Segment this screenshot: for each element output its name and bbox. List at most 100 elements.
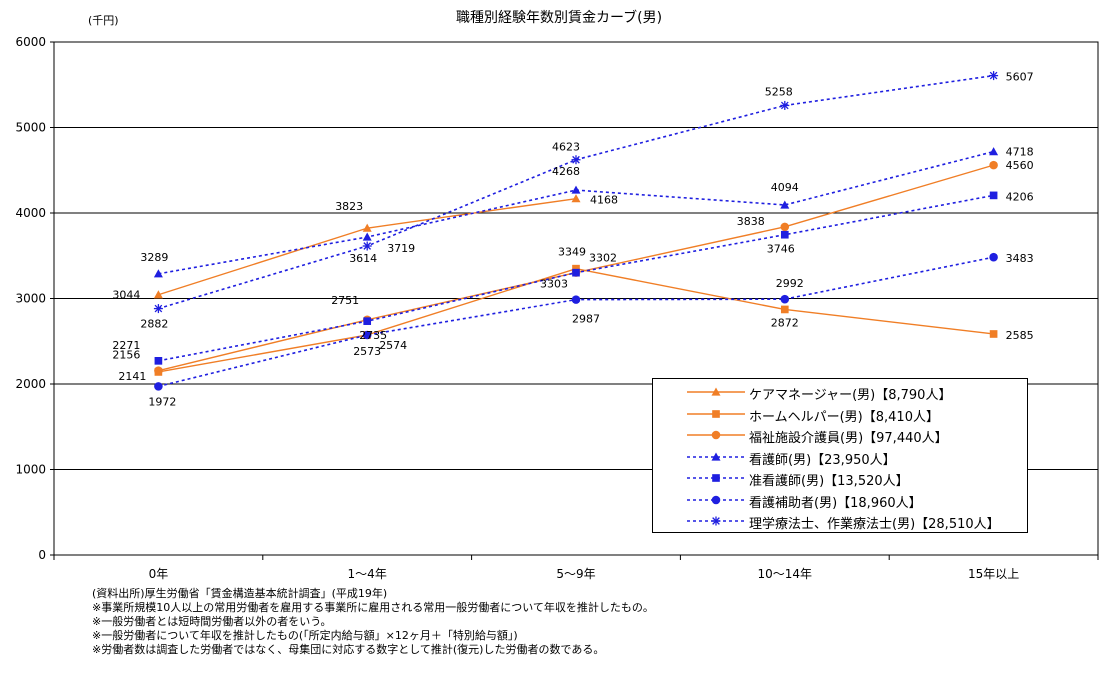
data-point (780, 200, 790, 209)
legend-swatch (687, 495, 745, 504)
footnote-4: ※労働者数は調査した労働者ではなく、母集団に対応する数字として推計(復元)した労… (92, 643, 605, 656)
series-1 (153, 194, 581, 299)
data-label: 3719 (387, 242, 415, 255)
data-label: 4094 (771, 181, 799, 194)
legend-marker (711, 495, 721, 504)
legend-item: ケアマネージャー(男)【8,790人】 (653, 382, 1029, 403)
data-label: 2271 (112, 339, 140, 352)
y-tick-label: 3000 (15, 292, 46, 306)
data-label: 2141 (118, 370, 146, 383)
data-point (780, 222, 790, 232)
data-label: 4268 (552, 165, 580, 178)
legend-label: ホームヘルパー(男)【8,410人】 (749, 409, 939, 425)
data-label: 3483 (1006, 252, 1034, 265)
data-point (362, 241, 372, 251)
data-label: 2872 (771, 316, 799, 329)
data-point (571, 155, 581, 165)
series-7 (153, 71, 999, 314)
data-point (362, 330, 372, 340)
data-label: 5607 (1006, 71, 1034, 84)
legend-marker (711, 516, 721, 526)
legend-item: 看護師(男)【23,950人】 (653, 447, 1029, 468)
legend-marker (711, 387, 721, 396)
data-point (780, 294, 790, 304)
legend-swatch (687, 387, 745, 396)
legend-item: 福祉施設介護員(男)【97,440人】 (653, 425, 1029, 446)
data-label: 3746 (767, 243, 795, 256)
data-label: 2751 (331, 294, 359, 307)
legend-item: ホームヘルパー(男)【8,410人】 (653, 404, 1029, 425)
legend-item: 理学療法士、作業療法士(男)【28,510人】 (653, 511, 1029, 532)
data-label: 2987 (572, 313, 600, 326)
data-point (780, 230, 789, 239)
legend-swatch (687, 452, 745, 461)
data-label: 3838 (737, 215, 765, 228)
data-label: 2156 (112, 349, 140, 362)
legend-label: ケアマネージャー(男)【8,790人】 (749, 388, 952, 403)
series-line (158, 74, 994, 310)
legend-marker (711, 452, 721, 461)
data-point (989, 252, 998, 262)
x-tick-label: 1～4年 (348, 567, 387, 581)
footnote-2: ※一般労働者とは短時間労働者以外の者をいう。 (92, 615, 332, 628)
data-label: 2882 (140, 318, 168, 331)
series-5 (154, 191, 998, 365)
data-label: 3614 (349, 252, 377, 265)
data-label: 4623 (552, 141, 580, 154)
legend-label: 福祉施設介護員(男)【97,440人】 (749, 431, 948, 446)
data-label: 2735 (359, 329, 387, 342)
legend-item: 准看護師(男)【13,520人】 (653, 468, 1029, 489)
data-point (571, 185, 581, 194)
y-tick-label: 6000 (15, 35, 46, 49)
legend-label: 看護補助者(男)【18,960人】 (749, 495, 922, 511)
legend-item: 看護補助者(男)【18,960人】 (653, 490, 1029, 511)
data-label: 4560 (1006, 159, 1034, 172)
data-point (989, 147, 999, 156)
series-line (158, 194, 994, 362)
series-6 (154, 252, 998, 391)
x-tick-label: 5～9年 (556, 567, 595, 581)
legend-marker (711, 430, 721, 440)
legend-label: 看護師(男)【23,950人】 (749, 452, 896, 468)
y-tick-label: 5000 (15, 121, 46, 135)
data-label: 2992 (776, 277, 804, 290)
data-point (153, 269, 163, 278)
data-label: 4206 (1006, 190, 1034, 203)
y-tick-label: 2000 (15, 377, 46, 391)
chart-title: 職種別経験年数別賃金カーブ(男) (455, 10, 663, 26)
data-point (362, 232, 372, 241)
legend-swatch (687, 430, 745, 440)
y-tick-label: 0 (38, 548, 46, 562)
data-label: 5258 (765, 85, 793, 98)
data-point (363, 317, 372, 325)
data-label: 3349 (558, 246, 586, 259)
data-label: 3302 (589, 252, 617, 265)
y-tick-label: 1000 (15, 463, 46, 477)
x-tick-label: 10～14年 (758, 567, 813, 581)
data-point (989, 191, 998, 200)
source-note: (資料出所)厚生労働省「賃金構造基本統計調査」(平成19年) (92, 587, 388, 600)
data-point (153, 290, 163, 299)
data-point (989, 160, 998, 170)
data-label: 2573 (353, 345, 381, 358)
x-tick-label: 0年 (149, 567, 169, 581)
data-point (571, 194, 581, 203)
data-label: 3303 (540, 278, 568, 291)
data-label: 3823 (335, 200, 363, 213)
legend-swatch (687, 516, 745, 526)
data-point (989, 330, 998, 338)
legend-marker (712, 474, 720, 482)
legend-label: 理学療法士、作業療法士(男)【28,510人】 (749, 517, 1000, 532)
data-point (154, 366, 163, 375)
footnote-3: ※一般労働者について年収を推計したもの(「所定内給与額」×12ヶ月＋「特別給与額… (92, 629, 518, 642)
legend-swatch (687, 409, 745, 418)
series-4 (153, 147, 999, 278)
footnote-1: ※事業所規模10人以上の常用労働者を雇用する事業所に雇用される常用一般労働者につ… (92, 601, 654, 614)
data-label: 3289 (140, 251, 168, 264)
data-label: 2585 (1006, 329, 1034, 342)
data-point (154, 382, 163, 391)
x-tick-label: 15年以上 (968, 567, 1019, 581)
data-point (780, 305, 789, 314)
data-label: 3044 (112, 289, 140, 302)
